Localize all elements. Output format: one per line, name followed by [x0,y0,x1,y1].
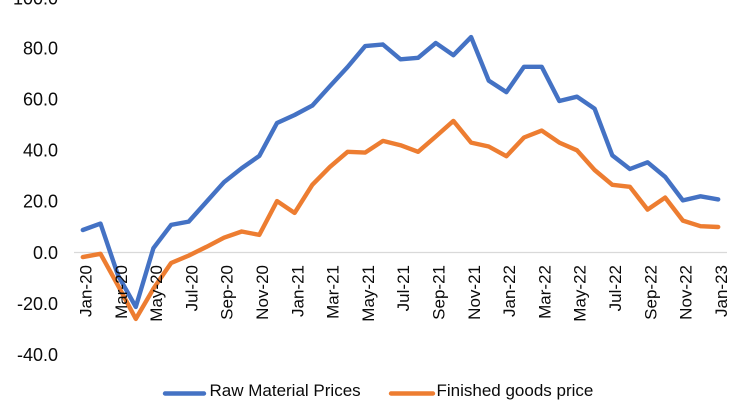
svg-text:Finished goods price: Finished goods price [437,381,594,400]
svg-text:Jan-20: Jan-20 [77,265,96,317]
svg-text:Sep-22: Sep-22 [641,265,660,320]
svg-text:May-20: May-20 [147,265,166,322]
svg-text:80.0: 80.0 [23,38,58,58]
svg-text:100.0: 100.0 [13,0,58,8]
svg-text:Sep-20: Sep-20 [218,265,237,320]
svg-text:Jan-23: Jan-23 [712,265,731,317]
svg-text:Jan-22: Jan-22 [500,265,519,317]
svg-text:Jul-20: Jul-20 [182,265,201,311]
svg-text:Sep-21: Sep-21 [430,265,449,320]
svg-text:Mar-20: Mar-20 [112,265,131,319]
svg-text:Nov-20: Nov-20 [253,265,272,320]
svg-text:Nov-22: Nov-22 [677,265,696,320]
svg-text:60.0: 60.0 [23,90,58,110]
svg-text:-40.0: -40.0 [17,345,58,365]
svg-text:0.0: 0.0 [33,243,58,263]
svg-text:40.0: 40.0 [23,141,58,161]
svg-text:-20.0: -20.0 [17,294,58,314]
svg-text:Mar-22: Mar-22 [535,265,554,319]
svg-text:Jul-22: Jul-22 [606,265,625,311]
svg-text:Nov-21: Nov-21 [465,265,484,320]
svg-text:Raw Material Prices: Raw Material Prices [210,381,361,400]
svg-text:Jul-21: Jul-21 [394,265,413,311]
svg-text:Jan-21: Jan-21 [288,265,307,317]
svg-text:20.0: 20.0 [23,192,58,212]
svg-text:May-21: May-21 [359,265,378,322]
svg-text:Mar-21: Mar-21 [324,265,343,319]
svg-text:May-22: May-22 [571,265,590,322]
